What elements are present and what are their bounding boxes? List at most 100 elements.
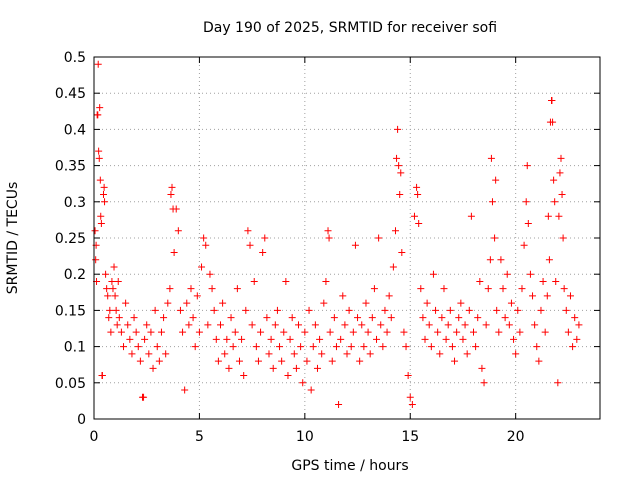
data-point bbox=[410, 212, 418, 220]
data-point bbox=[130, 314, 138, 322]
data-point bbox=[531, 321, 539, 329]
data-point bbox=[185, 321, 193, 329]
data-point bbox=[480, 379, 488, 387]
data-point bbox=[523, 162, 531, 170]
x-tick-label: 0 bbox=[90, 429, 99, 445]
data-point bbox=[115, 314, 123, 322]
y-tick-label: 0.45 bbox=[55, 86, 86, 102]
data-point bbox=[343, 350, 351, 358]
data-point bbox=[267, 335, 275, 343]
data-point bbox=[400, 328, 408, 336]
data-point bbox=[351, 241, 359, 249]
data-point bbox=[362, 299, 370, 307]
data-point bbox=[417, 285, 425, 293]
data-point bbox=[269, 364, 277, 372]
y-tick-label: 0.25 bbox=[55, 231, 86, 247]
data-point bbox=[385, 292, 393, 300]
data-point bbox=[545, 256, 553, 264]
data-point bbox=[100, 183, 108, 191]
data-point bbox=[200, 234, 208, 242]
data-point bbox=[104, 292, 112, 300]
data-point bbox=[415, 220, 423, 228]
data-point bbox=[94, 60, 102, 68]
data-point bbox=[94, 111, 102, 119]
data-point bbox=[206, 270, 214, 278]
data-point bbox=[322, 277, 330, 285]
data-point bbox=[108, 277, 116, 285]
axis-ticks: 0 0.05 0.1 0.15 0.2 0.25 0.3 0.35 0.4 0.45 0.5 0 5 10… bbox=[55, 50, 600, 445]
data-point bbox=[145, 350, 153, 358]
data-point bbox=[147, 328, 155, 336]
data-point bbox=[492, 176, 500, 184]
chart-title: Day 190 of 2025, SRMTID for receiver sof… bbox=[203, 20, 497, 36]
data-point bbox=[486, 256, 494, 264]
data-point bbox=[529, 292, 537, 300]
grid bbox=[94, 57, 600, 419]
data-point bbox=[474, 314, 482, 322]
data-point bbox=[193, 292, 201, 300]
data-point bbox=[368, 314, 376, 322]
data-point bbox=[507, 299, 515, 307]
data-point bbox=[463, 350, 471, 358]
data-point bbox=[164, 299, 172, 307]
data-point bbox=[179, 328, 187, 336]
data-point bbox=[569, 343, 577, 351]
data-point bbox=[288, 314, 296, 322]
data-point bbox=[328, 357, 336, 365]
data-point bbox=[229, 343, 237, 351]
data-point bbox=[499, 285, 507, 293]
data-point bbox=[423, 299, 431, 307]
y-tick-label: 0.35 bbox=[55, 159, 86, 175]
data-point bbox=[157, 328, 165, 336]
data-point bbox=[541, 328, 549, 336]
data-point bbox=[356, 357, 364, 365]
data-point bbox=[98, 372, 106, 380]
data-point bbox=[459, 335, 467, 343]
y-tick-label: 0.3 bbox=[64, 195, 86, 211]
data-point bbox=[451, 357, 459, 365]
data-point bbox=[113, 321, 121, 329]
data-point bbox=[389, 263, 397, 271]
data-point bbox=[227, 314, 235, 322]
data-point bbox=[221, 350, 229, 358]
data-point bbox=[313, 364, 321, 372]
data-point bbox=[244, 227, 252, 235]
data-point bbox=[377, 321, 385, 329]
data-point bbox=[495, 328, 503, 336]
data-point bbox=[96, 176, 104, 184]
data-point bbox=[467, 212, 475, 220]
data-point bbox=[440, 285, 448, 293]
data-point bbox=[354, 314, 362, 322]
data-point bbox=[373, 335, 381, 343]
data-point bbox=[95, 154, 103, 162]
data-point bbox=[491, 234, 499, 242]
data-point bbox=[112, 306, 120, 314]
data-point bbox=[160, 314, 168, 322]
data-point bbox=[560, 285, 568, 293]
data-point bbox=[332, 343, 340, 351]
data-point bbox=[101, 198, 109, 206]
data-point bbox=[217, 321, 224, 329]
data-point bbox=[442, 335, 450, 343]
data-point bbox=[455, 314, 463, 322]
data-point bbox=[395, 162, 403, 170]
data-point bbox=[250, 277, 258, 285]
data-point bbox=[99, 191, 107, 199]
data-point bbox=[162, 350, 170, 358]
data-point bbox=[444, 321, 452, 329]
data-point bbox=[375, 234, 383, 242]
data-point bbox=[107, 328, 115, 336]
data-point bbox=[299, 379, 307, 387]
data-point bbox=[271, 321, 279, 329]
data-point bbox=[320, 299, 328, 307]
data-point bbox=[556, 169, 564, 177]
data-point bbox=[122, 299, 130, 307]
data-point bbox=[550, 176, 558, 184]
data-point bbox=[575, 321, 583, 329]
data-point bbox=[126, 335, 134, 343]
data-point bbox=[280, 328, 288, 336]
data-point bbox=[248, 321, 256, 329]
data-point bbox=[105, 314, 113, 322]
data-point bbox=[273, 306, 281, 314]
